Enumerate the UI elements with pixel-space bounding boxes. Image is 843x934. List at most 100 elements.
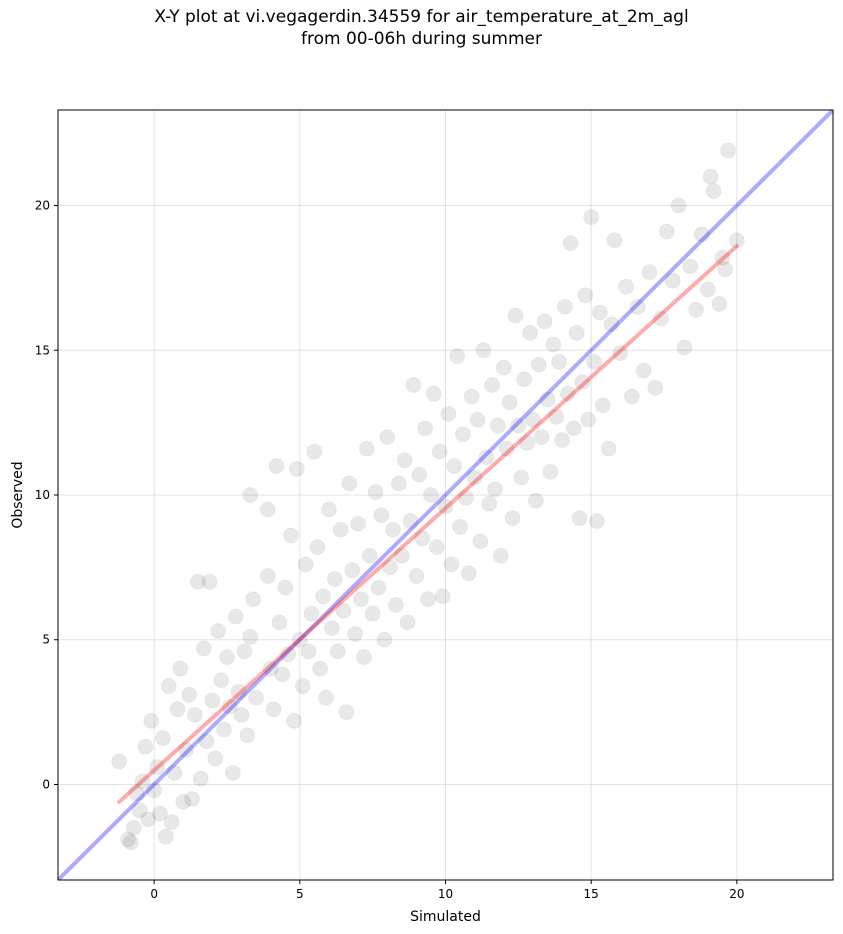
identity-line — [58, 110, 833, 880]
data-point — [312, 660, 329, 677]
data-point — [469, 411, 486, 428]
data-point — [670, 197, 687, 214]
data-point — [309, 539, 326, 556]
data-point — [402, 513, 419, 530]
grid — [58, 110, 833, 880]
data-point — [699, 281, 716, 298]
data-point — [218, 649, 235, 666]
data-point — [221, 698, 238, 715]
data-point — [347, 625, 364, 642]
data-point — [414, 530, 431, 547]
data-point — [440, 405, 457, 422]
data-point — [385, 521, 402, 538]
x-tick-label: 5 — [296, 887, 304, 901]
data-point — [291, 631, 308, 648]
data-point — [495, 359, 512, 376]
data-point — [658, 223, 675, 240]
data-point — [580, 411, 597, 428]
data-point — [387, 597, 404, 613]
data-point — [335, 602, 352, 619]
data-point — [379, 429, 396, 446]
data-point — [370, 579, 387, 596]
data-point — [463, 388, 480, 405]
data-point — [425, 385, 442, 402]
data-point — [489, 417, 506, 434]
data-point — [519, 434, 536, 451]
data-point — [140, 811, 157, 828]
data-point — [146, 782, 163, 799]
data-point — [396, 452, 413, 469]
y-tick-label: 0 — [42, 777, 50, 791]
data-point — [524, 411, 541, 428]
data-point — [641, 264, 658, 281]
data-point — [487, 481, 504, 498]
data-point — [189, 573, 206, 590]
data-point — [210, 623, 227, 640]
data-point — [242, 487, 259, 503]
data-point — [376, 631, 393, 648]
data-point — [367, 484, 384, 501]
data-point — [213, 672, 230, 689]
data-point — [262, 660, 279, 677]
y-tick-label: 5 — [42, 633, 50, 647]
data-point — [358, 440, 375, 457]
data-point — [574, 374, 591, 391]
data-point — [297, 556, 314, 573]
data-point — [125, 819, 142, 836]
data-point — [259, 501, 276, 518]
x-tick-label: 20 — [729, 887, 744, 901]
data-point — [294, 678, 311, 695]
data-point — [344, 562, 361, 579]
data-point — [565, 420, 582, 437]
data-point — [323, 620, 340, 637]
data-point — [157, 828, 174, 845]
y-tick-label: 10 — [35, 488, 50, 502]
data-point — [350, 515, 367, 532]
data-point — [149, 759, 166, 776]
data-point — [460, 565, 477, 582]
data-point — [361, 547, 378, 564]
data-point — [629, 298, 646, 315]
data-point — [484, 377, 501, 393]
data-point — [556, 298, 573, 315]
data-point — [128, 785, 145, 802]
fit-line — [117, 244, 739, 804]
data-point — [507, 307, 524, 324]
data-point — [239, 727, 256, 744]
data-point — [559, 385, 576, 402]
data-point — [364, 605, 381, 622]
data-point — [268, 458, 285, 475]
data-point — [428, 539, 445, 556]
data-point — [475, 342, 492, 359]
data-point — [411, 466, 428, 483]
x-tick-label: 0 — [150, 887, 158, 901]
data-point — [702, 168, 719, 185]
data-point — [143, 712, 160, 729]
data-point — [618, 278, 635, 295]
chart-title: X-Y plot at vi.vegagerdin.34559 for air_… — [0, 6, 843, 50]
data-point — [457, 489, 474, 506]
data-point — [338, 704, 355, 721]
data-point — [647, 379, 664, 396]
data-point — [542, 463, 559, 480]
data-point — [259, 568, 276, 585]
data-point — [151, 805, 168, 822]
data-point — [233, 707, 250, 723]
data-point — [318, 689, 335, 706]
data-point — [175, 793, 192, 810]
data-point — [355, 649, 372, 666]
data-point — [326, 570, 343, 587]
data-point — [504, 510, 521, 527]
data-point — [682, 258, 699, 275]
data-point — [207, 750, 224, 767]
data-point — [551, 353, 568, 370]
axis-ticks: 0 5 10 15 20 0 5 10 15 20 — [35, 199, 745, 901]
data-point — [332, 521, 349, 538]
data-point — [492, 547, 509, 564]
data-point — [320, 501, 337, 518]
data-point — [600, 440, 617, 457]
data-point — [536, 313, 553, 330]
data-point — [192, 770, 209, 787]
data-point — [594, 397, 611, 414]
